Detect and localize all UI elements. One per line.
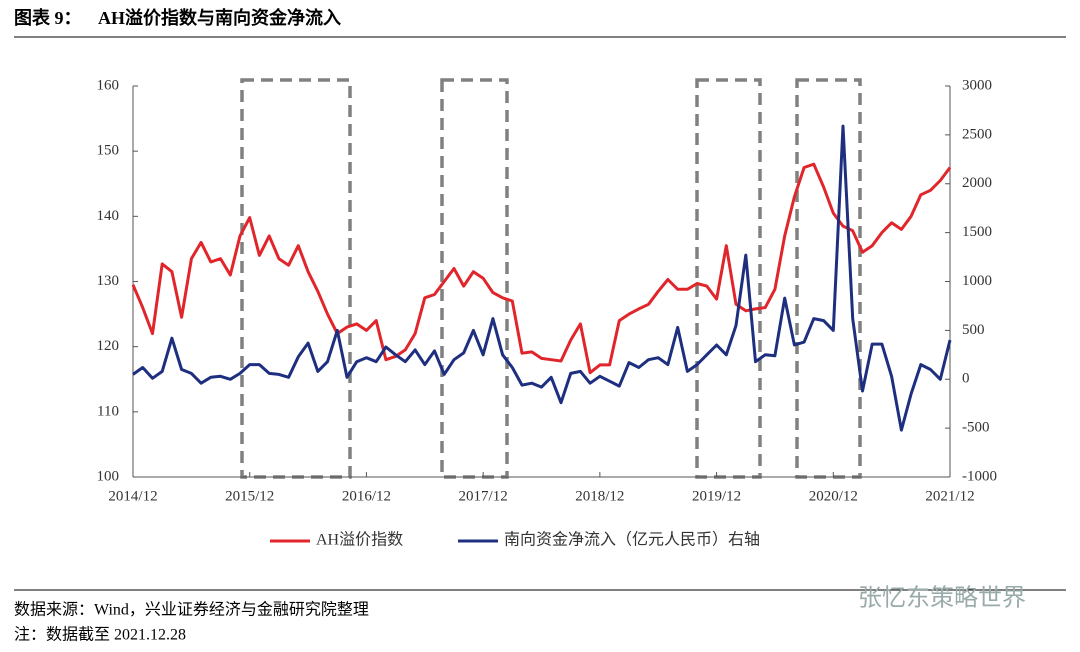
legend-label: 南向资金净流入（亿元人民币）右轴 xyxy=(504,531,760,549)
y-tick-label: 150 xyxy=(97,143,120,159)
source: 数据来源：Wind，兴业证券经济与金融研究院整理 xyxy=(14,601,369,619)
y2-tick-label: 500 xyxy=(962,322,985,338)
highlight-box xyxy=(695,78,762,479)
watermark: 张忆东策略世界 xyxy=(858,585,1026,612)
x-tick-label: 2021/12 xyxy=(925,488,974,504)
note: 注：数据截至 2021.12.28 xyxy=(14,626,186,644)
y2-tick-label: -1000 xyxy=(962,468,997,484)
figure-label: 图表 9： xyxy=(14,7,82,28)
y-tick-label: 110 xyxy=(97,403,119,419)
series-line xyxy=(132,124,952,432)
series-line xyxy=(131,162,952,375)
y2-tick-label: 0 xyxy=(962,371,970,387)
x-tick-label: 2016/12 xyxy=(342,488,391,504)
y2-tick-label: 2000 xyxy=(962,175,992,191)
x-tick-label: 2018/12 xyxy=(575,488,624,504)
x-tick-label: 2015/12 xyxy=(225,488,274,504)
y-tick-label: 100 xyxy=(97,468,120,484)
highlight-box xyxy=(440,78,509,479)
y-tick-label: 160 xyxy=(97,77,120,93)
chart-title: AH溢价指数与南向资金净流入 xyxy=(98,7,341,28)
y-tick-label: 140 xyxy=(97,208,120,224)
y2-tick-label: 1000 xyxy=(962,273,992,289)
x-tick-label: 2019/12 xyxy=(692,488,741,504)
y2-tick-label: -500 xyxy=(962,420,990,436)
y-tick-label: 120 xyxy=(97,338,120,354)
x-tick-label: 2020/12 xyxy=(809,488,858,504)
y-tick-label: 130 xyxy=(97,273,120,289)
y2-tick-label: 3000 xyxy=(962,77,992,93)
x-tick-label: 2017/12 xyxy=(459,488,508,504)
legend-label: AH溢价指数 xyxy=(316,531,403,549)
y2-tick-label: 1500 xyxy=(962,224,992,240)
x-tick-label: 2014/12 xyxy=(108,488,157,504)
highlight-box xyxy=(240,78,352,479)
y2-tick-label: 2500 xyxy=(962,126,992,142)
